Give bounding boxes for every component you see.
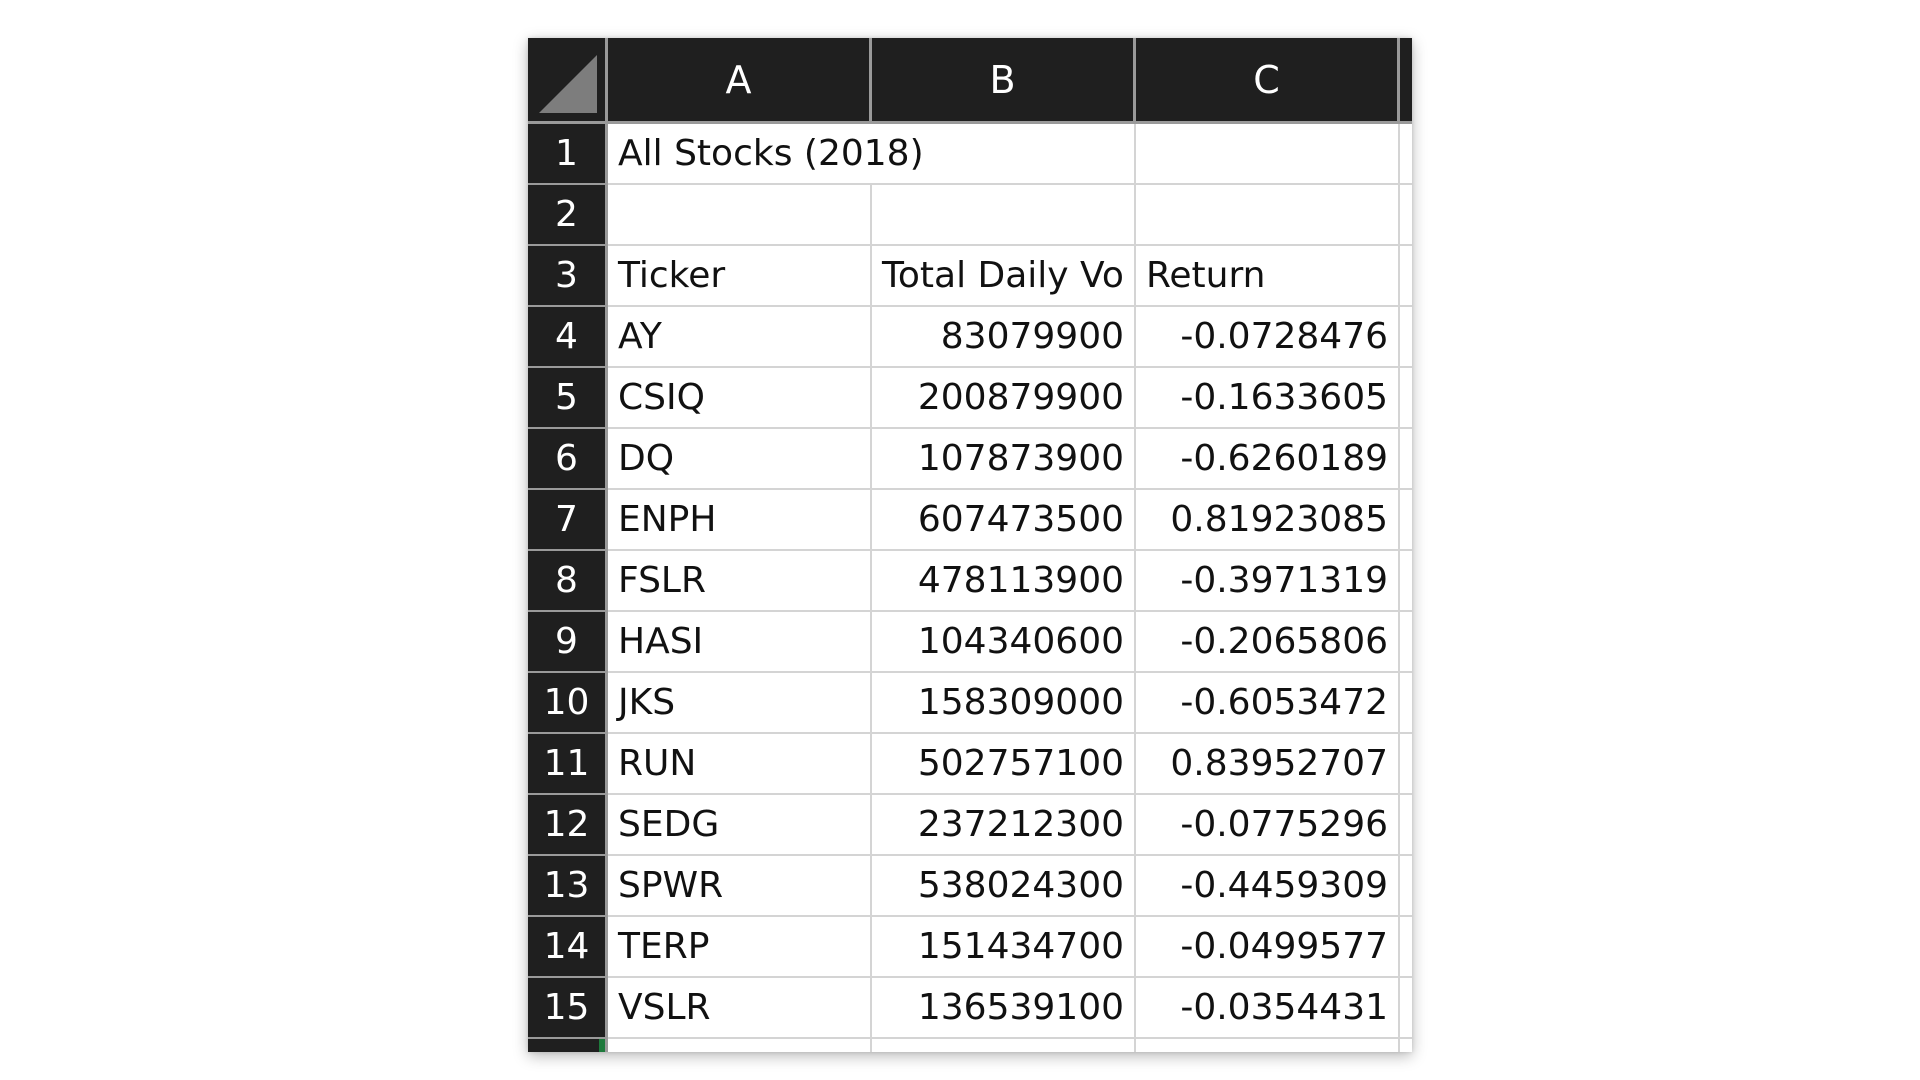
cell-b7[interactable]: 607473500 xyxy=(872,490,1136,551)
column-header-b[interactable]: B xyxy=(872,38,1136,124)
cell-a3[interactable]: Ticker xyxy=(608,246,872,307)
select-all-triangle-icon xyxy=(539,55,597,113)
cell-d12-partial[interactable] xyxy=(1400,795,1412,856)
row-header-6[interactable]: 6 xyxy=(528,429,608,490)
cell-d4-partial[interactable] xyxy=(1400,307,1412,368)
cell-a10[interactable]: JKS xyxy=(608,673,872,734)
cell-c9[interactable]: -0.2065806 xyxy=(1136,612,1400,673)
cell-c10[interactable]: -0.6053472 xyxy=(1136,673,1400,734)
cell-c5[interactable]: -0.1633605 xyxy=(1136,368,1400,429)
column-header-next-partial[interactable] xyxy=(1400,38,1412,124)
cell-a14[interactable]: TERP xyxy=(608,917,872,978)
cell-a12[interactable]: SEDG xyxy=(608,795,872,856)
cell-d2-partial[interactable] xyxy=(1400,185,1412,246)
cell-d13-partial[interactable] xyxy=(1400,856,1412,917)
cell-c1[interactable] xyxy=(1136,124,1400,185)
cell-b11[interactable]: 502757100 xyxy=(872,734,1136,795)
cell-c2[interactable] xyxy=(1136,185,1400,246)
cell-a1[interactable]: All Stocks (2018) xyxy=(608,124,924,185)
cell-a9[interactable]: HASI xyxy=(608,612,872,673)
row-header-14[interactable]: 14 xyxy=(528,917,608,978)
row-header-13[interactable]: 13 xyxy=(528,856,608,917)
cell-b3[interactable]: Total Daily Vo xyxy=(872,246,1136,307)
cell-a16-partial[interactable] xyxy=(608,1039,872,1052)
cell-c15[interactable]: -0.0354431 xyxy=(1136,978,1400,1039)
row-header-10[interactable]: 10 xyxy=(528,673,608,734)
row-header-8[interactable]: 8 xyxy=(528,551,608,612)
cell-b9[interactable]: 104340600 xyxy=(872,612,1136,673)
row-header-16-partial[interactable] xyxy=(528,1039,608,1052)
cell-c3[interactable]: Return xyxy=(1136,246,1400,307)
cell-a11[interactable]: RUN xyxy=(608,734,872,795)
cell-d1-partial[interactable] xyxy=(1400,124,1412,185)
column-header-a[interactable]: A xyxy=(608,38,872,124)
cell-b6[interactable]: 107873900 xyxy=(872,429,1136,490)
cell-c6[interactable]: -0.6260189 xyxy=(1136,429,1400,490)
row-header-3[interactable]: 3 xyxy=(528,246,608,307)
cell-a2[interactable] xyxy=(608,185,872,246)
cell-c4[interactable]: -0.0728476 xyxy=(1136,307,1400,368)
cell-b14[interactable]: 151434700 xyxy=(872,917,1136,978)
row-header-4[interactable]: 4 xyxy=(528,307,608,368)
spreadsheet-grid: A B C 1 All Stocks (2018) 2 3 Ticker Total Da… xyxy=(528,38,1412,1052)
cell-c12[interactable]: -0.0775296 xyxy=(1136,795,1400,856)
row-header-7[interactable]: 7 xyxy=(528,490,608,551)
cell-a13[interactable]: SPWR xyxy=(608,856,872,917)
cell-b2[interactable] xyxy=(872,185,1136,246)
cell-b1[interactable] xyxy=(872,124,1136,185)
cell-d10-partial[interactable] xyxy=(1400,673,1412,734)
cell-d3-partial[interactable] xyxy=(1400,246,1412,307)
cell-a8[interactable]: FSLR xyxy=(608,551,872,612)
row-header-1[interactable]: 1 xyxy=(528,124,608,185)
cell-b12[interactable]: 237212300 xyxy=(872,795,1136,856)
cell-d14-partial[interactable] xyxy=(1400,917,1412,978)
cell-b8[interactable]: 478113900 xyxy=(872,551,1136,612)
cell-c14[interactable]: -0.0499577 xyxy=(1136,917,1400,978)
cell-a7[interactable]: ENPH xyxy=(608,490,872,551)
cell-d11-partial[interactable] xyxy=(1400,734,1412,795)
row-header-15[interactable]: 15 xyxy=(528,978,608,1039)
cell-d15-partial[interactable] xyxy=(1400,978,1412,1039)
cell-c7[interactable]: 0.81923085 xyxy=(1136,490,1400,551)
cell-a6[interactable]: DQ xyxy=(608,429,872,490)
row-header-12[interactable]: 12 xyxy=(528,795,608,856)
cell-b15[interactable]: 136539100 xyxy=(872,978,1136,1039)
cell-b16-partial[interactable] xyxy=(872,1039,1136,1052)
cell-c8[interactable]: -0.3971319 xyxy=(1136,551,1400,612)
selection-fill-handle[interactable] xyxy=(599,1039,605,1052)
cell-d5-partial[interactable] xyxy=(1400,368,1412,429)
cell-c11[interactable]: 0.83952707 xyxy=(1136,734,1400,795)
row-header-5[interactable]: 5 xyxy=(528,368,608,429)
cell-b10[interactable]: 158309000 xyxy=(872,673,1136,734)
row-header-11[interactable]: 11 xyxy=(528,734,608,795)
cell-d9-partial[interactable] xyxy=(1400,612,1412,673)
column-header-c[interactable]: C xyxy=(1136,38,1400,124)
cell-c16-partial[interactable] xyxy=(1136,1039,1400,1052)
select-all-corner[interactable] xyxy=(528,38,608,124)
row-header-2[interactable]: 2 xyxy=(528,185,608,246)
cell-d6-partial[interactable] xyxy=(1400,429,1412,490)
row-header-9[interactable]: 9 xyxy=(528,612,608,673)
cell-b4[interactable]: 83079900 xyxy=(872,307,1136,368)
cell-b5[interactable]: 200879900 xyxy=(872,368,1136,429)
cell-d16-partial[interactable] xyxy=(1400,1039,1412,1052)
cell-a15[interactable]: VSLR xyxy=(608,978,872,1039)
spreadsheet-crop: A B C 1 All Stocks (2018) 2 3 Ticker Total Da… xyxy=(528,38,1412,1052)
cell-d7-partial[interactable] xyxy=(1400,490,1412,551)
cell-d8-partial[interactable] xyxy=(1400,551,1412,612)
cell-b13[interactable]: 538024300 xyxy=(872,856,1136,917)
cell-a5[interactable]: CSIQ xyxy=(608,368,872,429)
cell-c13[interactable]: -0.4459309 xyxy=(1136,856,1400,917)
cell-a4[interactable]: AY xyxy=(608,307,872,368)
